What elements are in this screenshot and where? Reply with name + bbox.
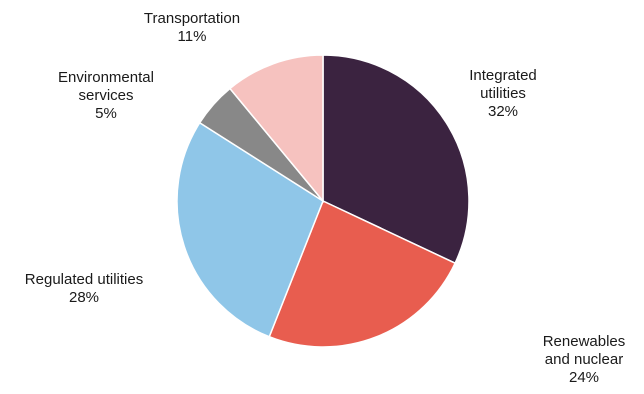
slice-value-label: 11% — [178, 28, 207, 45]
slice-name-label: Integrated — [469, 67, 537, 84]
slice-name-label: and nuclear — [545, 351, 623, 368]
slice-label: Renewables and nuclear 24% — [543, 333, 626, 386]
slice-label: Integrated utilities 32% — [469, 67, 537, 120]
slice-value-label: 32% — [488, 103, 518, 120]
slice-labels: Integrated utilities 32% Renewables and nucl… — [25, 10, 625, 386]
slice-label: Transportation 11% — [144, 10, 240, 45]
slice-value-label: 28% — [69, 289, 99, 306]
pie-slices — [176, 54, 470, 348]
slice-name-label: Environmental — [58, 69, 154, 86]
slice-label: Environmental services 5% — [58, 69, 154, 122]
slice-label: Regulated utilities 28% — [25, 271, 143, 306]
slice-name-label: Renewables — [543, 333, 626, 350]
slice-name-label: Regulated utilities — [25, 271, 143, 288]
pie-slice-transportation — [228, 54, 324, 204]
slice-name-label: utilities — [480, 85, 526, 102]
slice-name-label: services — [78, 87, 133, 104]
pie-slice-renewables-and-nuclear — [268, 199, 457, 348]
slice-value-label: 24% — [569, 369, 599, 386]
slice-name-label: Transportation — [144, 10, 240, 27]
pie-slice-integrated-utilities — [322, 54, 470, 265]
slice-value-label: 5% — [95, 105, 117, 122]
pie-slice-regulated-utilities — [176, 121, 324, 338]
